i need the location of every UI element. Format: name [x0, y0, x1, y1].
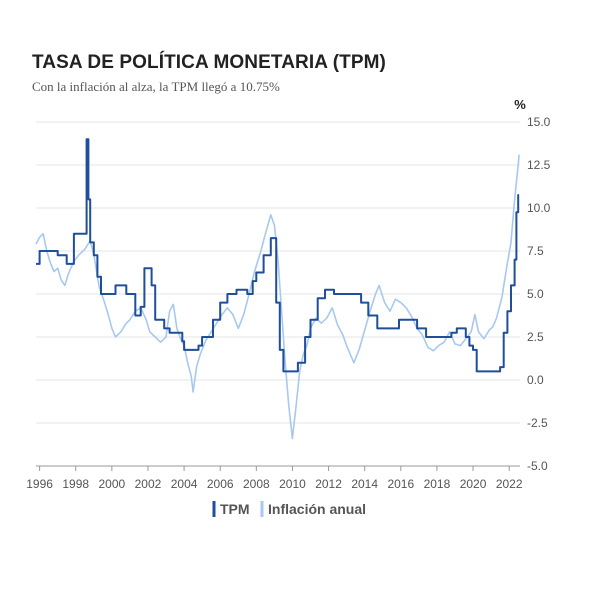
y-tick-label: 2.5	[527, 330, 544, 344]
x-tick-label: 2012	[315, 477, 342, 491]
y-tick-label: -5.0	[527, 459, 548, 473]
x-tick-label: 2018	[424, 477, 451, 491]
x-tick-label: 2014	[351, 477, 378, 491]
y-tick-label: 12.5	[527, 158, 551, 172]
legend-label: Inflación anual	[268, 501, 366, 517]
legend: TPM Inflación anual	[212, 501, 366, 517]
series-layer	[35, 138, 520, 440]
series-line-tpm	[36, 138, 520, 373]
x-tick-label: 2016	[387, 477, 414, 491]
x-tick-label: 2020	[460, 477, 487, 491]
y-tick-label: 7.5	[527, 244, 544, 258]
x-tick-label: 2000	[98, 477, 125, 491]
y-tick-label: 10.0	[527, 201, 551, 215]
x-tick-label: 2010	[279, 477, 306, 491]
y-tick-label: -2.5	[527, 416, 548, 430]
series-line-inflacion-anual	[35, 154, 520, 440]
x-tick-label: 2022	[496, 477, 523, 491]
x-tick-label: 2004	[171, 477, 198, 491]
x-tick-label: 2006	[207, 477, 234, 491]
chart-subtitle: Con la inflación al alza, la TPM llegó a…	[32, 79, 280, 94]
x-tick-label: 1998	[62, 477, 89, 491]
x-tick-label: 2008	[243, 477, 270, 491]
y-axis-unit: %	[514, 97, 526, 112]
x-axis: 1996 1998 2000 2002 2004 2006 2008 2010 2012 2014…	[26, 465, 523, 491]
y-axis: % -5.0 -2.5 0.0 2.5 5.0 7.5 10.0 12.5 15.0	[514, 97, 550, 473]
legend-label: TPM	[220, 501, 250, 517]
y-tick-label: 0.0	[527, 373, 544, 387]
y-tick-label: 15.0	[527, 115, 551, 129]
chart-title: TASA DE POLÍTICA MONETARIA (TPM)	[32, 52, 386, 73]
x-tick-label: 2002	[135, 477, 162, 491]
x-tick-label: 1996	[26, 477, 53, 491]
y-tick-label: 5.0	[527, 287, 544, 301]
